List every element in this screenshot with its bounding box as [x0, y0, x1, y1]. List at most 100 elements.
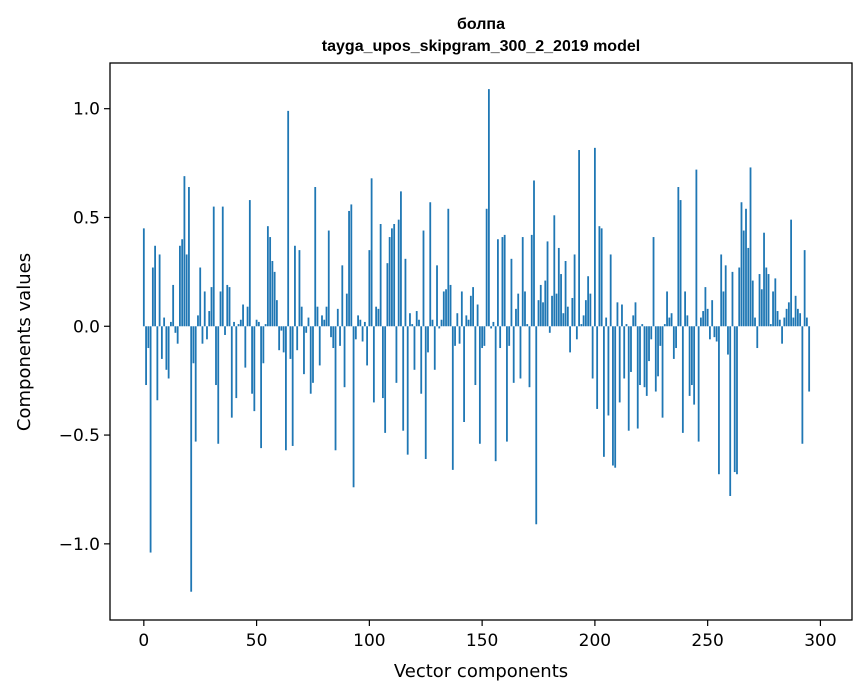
bar-component-184 [557, 247, 560, 327]
bar-component-177 [542, 302, 544, 327]
bar-component-166 [517, 293, 520, 327]
bar-component-251 [709, 326, 711, 340]
bar-component-159 [501, 237, 504, 327]
bar-component-266 [742, 230, 745, 327]
bar-component-199 [591, 326, 594, 379]
bar-component-261 [731, 271, 734, 327]
bar-component-148 [476, 304, 479, 327]
bar-component-102 [372, 326, 375, 403]
bar-component-195 [582, 315, 585, 327]
bar-component-89 [343, 326, 346, 388]
bar-component-42 [237, 324, 240, 327]
bar-component-152 [485, 208, 488, 327]
bar-component-231 [663, 324, 666, 327]
bar-component-17 [181, 239, 184, 327]
bar-component-38 [228, 287, 231, 327]
bar-component-228 [657, 326, 659, 377]
bar-component-189 [569, 326, 571, 353]
bar-component-233 [668, 317, 671, 327]
bar-component-27 [203, 291, 206, 327]
bar-component-117 [406, 326, 409, 455]
bar-component-160 [503, 234, 506, 327]
bar-component-205 [605, 317, 608, 327]
bar-component-273 [758, 274, 761, 327]
bar-component-140 [458, 326, 461, 344]
bar-component-1 [145, 326, 147, 386]
bar-component-135 [447, 208, 450, 327]
bar-component-47 [248, 200, 251, 327]
bar-component-257 [722, 291, 725, 327]
bar-component-206 [607, 326, 610, 416]
bar-component-76 [314, 187, 317, 327]
bar-component-70 [300, 306, 303, 327]
bar-component-30 [210, 287, 213, 327]
plot-frame [109, 62, 853, 621]
bar-component-196 [584, 300, 587, 327]
bar-component-229 [659, 326, 662, 346]
bar-component-268 [747, 247, 750, 327]
bar-component-244 [693, 326, 696, 405]
bar-component-9 [163, 317, 166, 327]
bar-component-134 [445, 289, 447, 327]
bar-component-174 [535, 326, 538, 525]
bar-component-18 [183, 176, 186, 327]
bar-component-156 [494, 326, 497, 462]
bar-component-45 [244, 326, 247, 368]
bar-component-81 [325, 306, 328, 327]
bar-component-93 [352, 326, 355, 488]
bar-component-179 [546, 241, 549, 327]
bar-component-129 [433, 326, 436, 370]
bar-component-218 [634, 302, 637, 327]
bar-component-272 [756, 326, 759, 349]
bar-component-8 [160, 326, 163, 359]
bar-component-3 [149, 326, 152, 553]
x-tick-label: 300 [804, 631, 836, 651]
bar-component-287 [790, 219, 792, 327]
bar-component-200 [593, 147, 596, 327]
bar-component-245 [695, 169, 698, 327]
bar-component-165 [515, 308, 517, 327]
x-tick-label: 150 [466, 631, 498, 651]
bar-component-94 [354, 326, 357, 340]
bar-component-84 [332, 326, 335, 349]
bar-component-43 [239, 319, 242, 327]
bar-component-67 [294, 245, 296, 327]
bar-component-253 [713, 326, 716, 338]
y-axis-label: Components values [14, 253, 35, 431]
bar-component-181 [551, 295, 553, 327]
bar-component-90 [345, 293, 348, 327]
bar-component-68 [296, 326, 299, 351]
bar-component-182 [553, 215, 556, 327]
bar-component-149 [478, 326, 481, 444]
bar-component-25 [199, 267, 202, 327]
bar-component-249 [704, 287, 707, 327]
bar-component-120 [413, 326, 416, 370]
bar-component-79 [321, 315, 323, 327]
bar-component-262 [733, 326, 736, 473]
bar-component-226 [652, 237, 655, 327]
bar-component-203 [600, 228, 603, 327]
bar-component-213 [623, 326, 626, 379]
bar-component-32 [215, 326, 217, 386]
bar-component-56 [269, 237, 272, 327]
bar-component-252 [711, 300, 714, 327]
bar-component-107 [384, 326, 387, 433]
bar-component-77 [316, 306, 319, 327]
bar-component-271 [754, 317, 756, 327]
bar-component-130 [436, 265, 438, 327]
bar-component-28 [206, 326, 208, 340]
bar-component-16 [179, 245, 181, 327]
x-tick-label: 50 [246, 631, 268, 651]
bar-component-19 [185, 254, 188, 327]
bar-component-250 [706, 308, 709, 327]
bar-component-209 [614, 326, 617, 468]
bar-component-10 [165, 326, 168, 370]
bar-component-142 [463, 326, 465, 422]
x-tick-label: 200 [579, 631, 611, 651]
bar-component-259 [727, 326, 729, 355]
bar-component-178 [544, 280, 547, 327]
bar-component-95 [357, 315, 359, 327]
bar-component-265 [740, 202, 743, 327]
y-tick-label: 0.0 [73, 317, 100, 337]
bar-component-29 [208, 311, 211, 327]
